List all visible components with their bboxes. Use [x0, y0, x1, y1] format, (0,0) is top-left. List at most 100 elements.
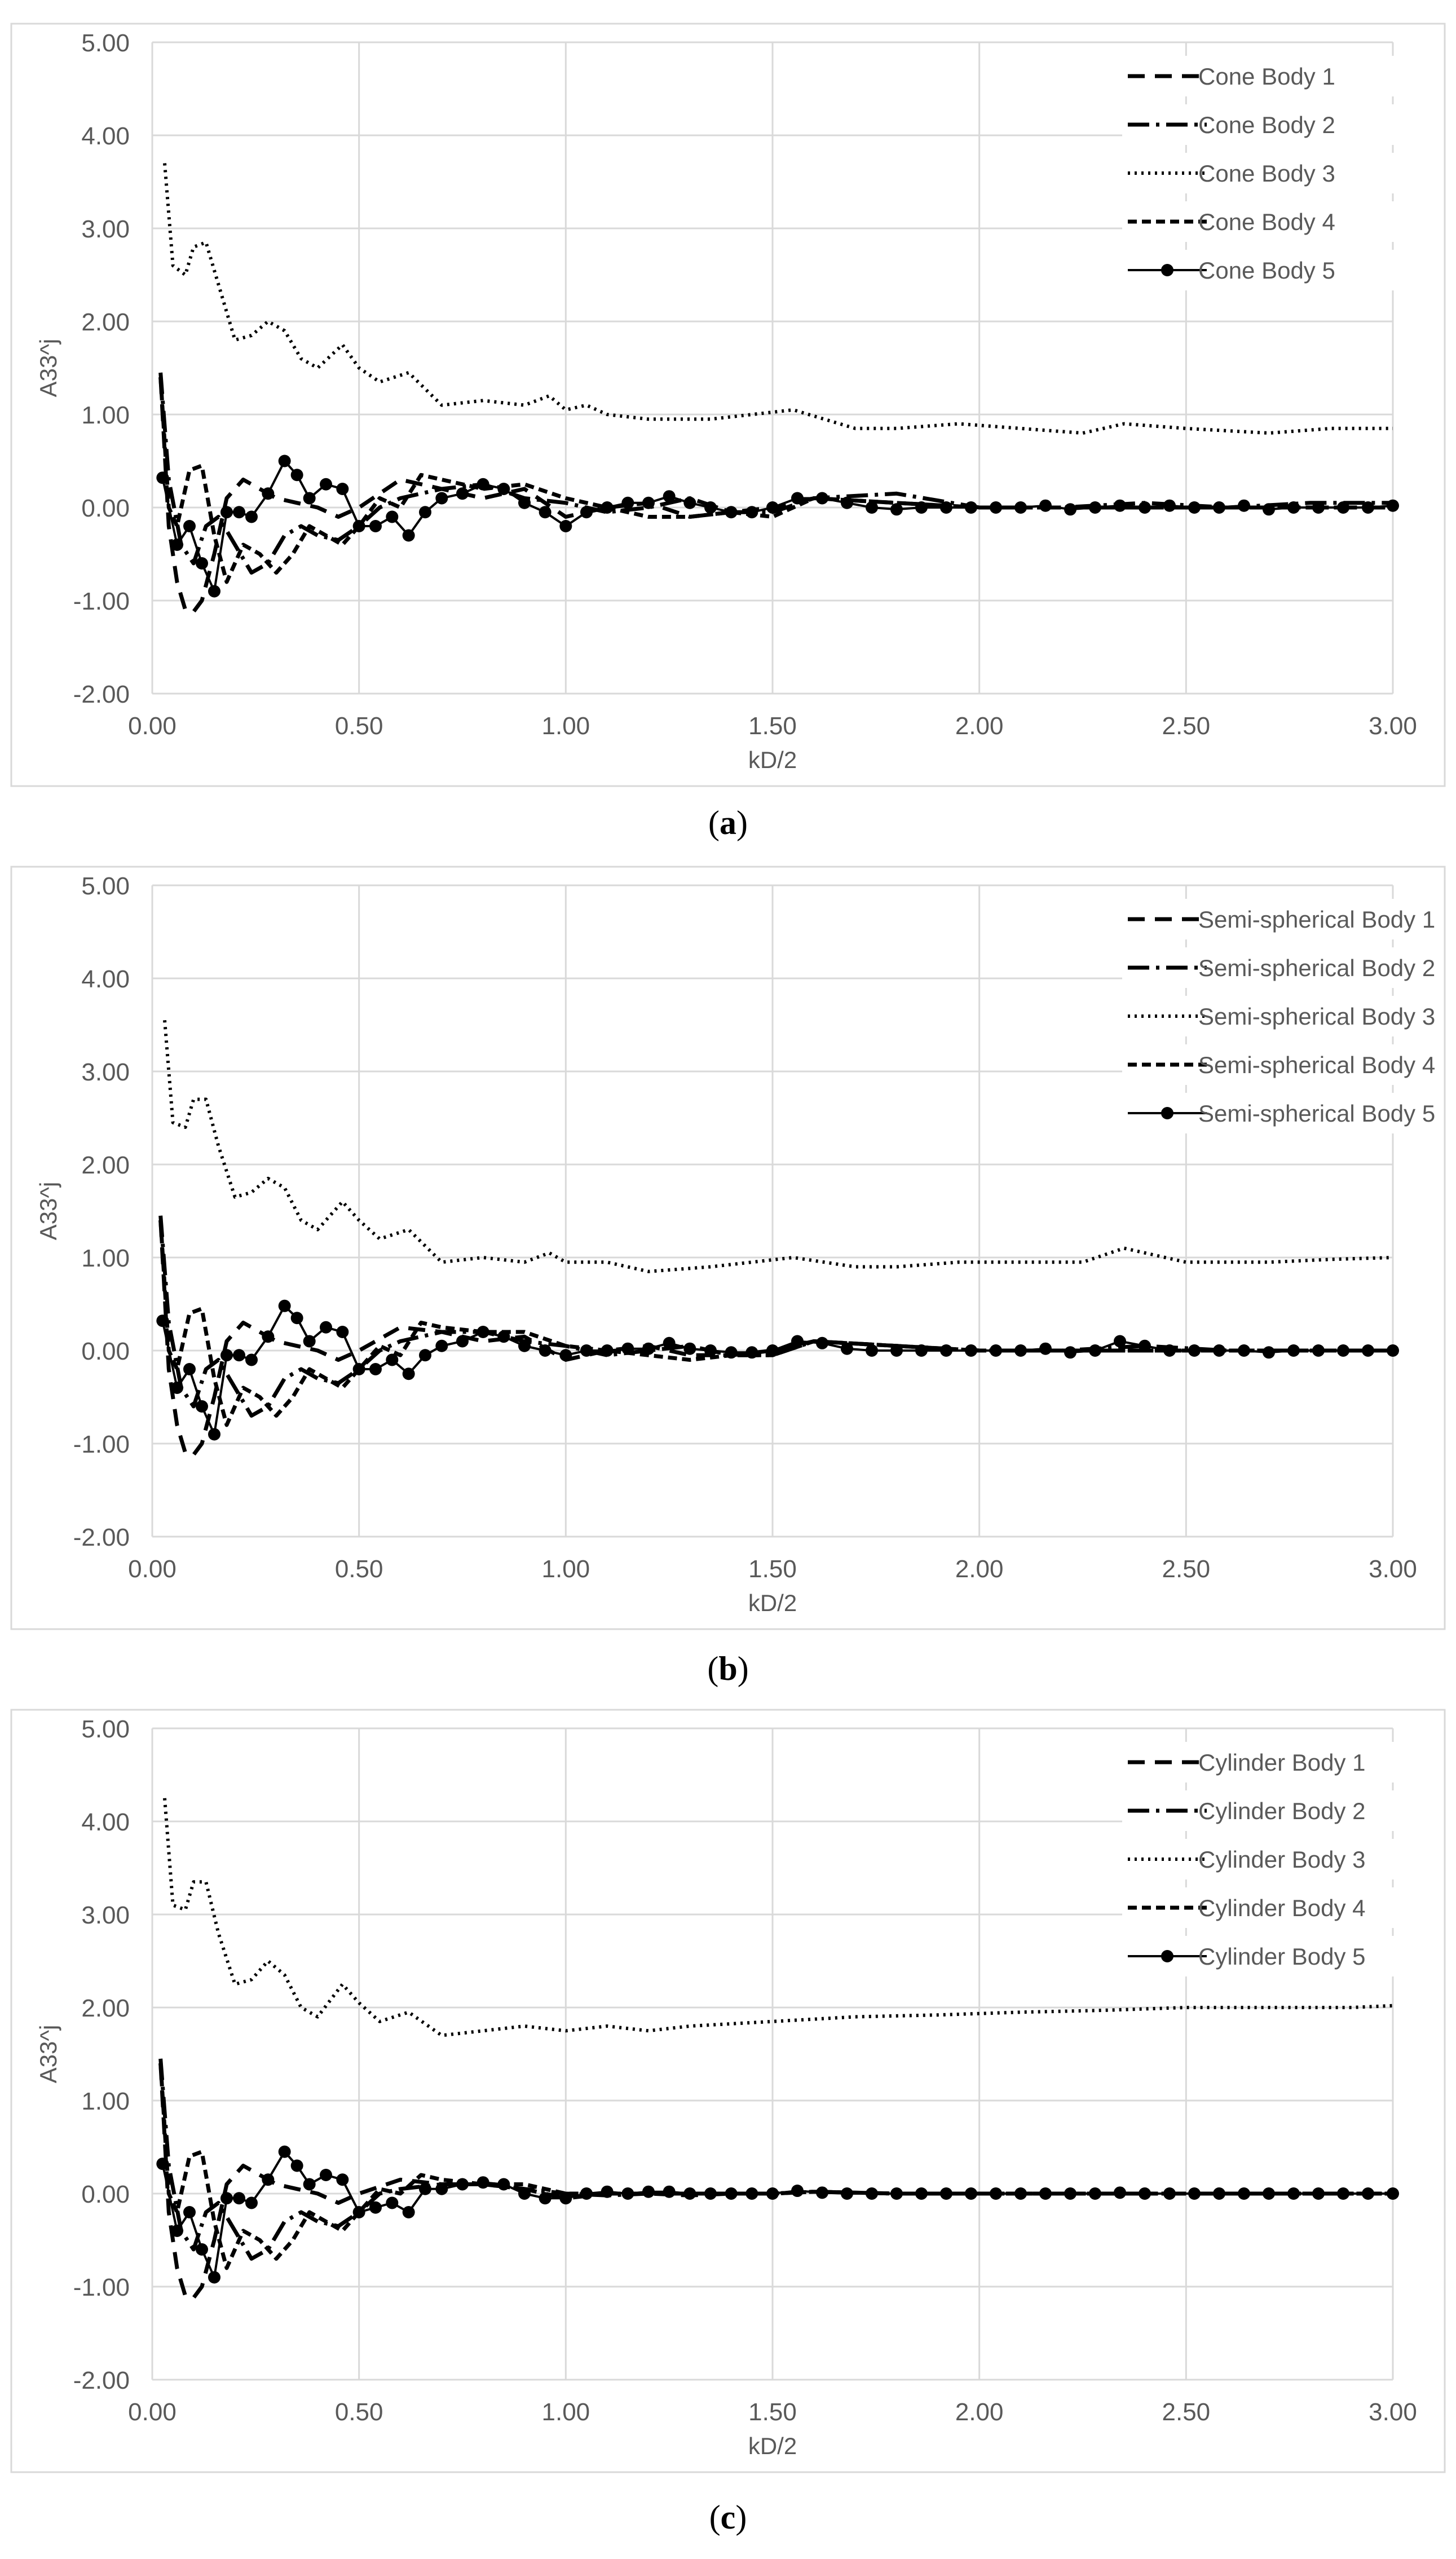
series-marker-5 [601, 501, 614, 514]
series-marker-5 [1064, 503, 1076, 516]
series-marker-5 [539, 2192, 551, 2205]
series-marker-5 [402, 529, 415, 542]
x-tick-label: 1.00 [542, 712, 590, 740]
chart-frame [10, 23, 1446, 787]
series-marker-5 [1287, 2187, 1300, 2200]
series-marker-5 [601, 2185, 614, 2198]
series-marker-5 [290, 1312, 303, 1325]
series-marker-5 [725, 2187, 738, 2200]
series-marker-5 [497, 1330, 510, 1343]
series-marker-5 [816, 1336, 828, 1349]
y-tick-label: 5.00 [81, 1715, 130, 1743]
series-marker-5 [352, 1363, 365, 1375]
series-marker-5 [208, 1428, 220, 1441]
series-marker-5 [841, 496, 853, 509]
series-marker-5 [476, 1326, 489, 1338]
chart-frame [10, 1709, 1446, 2473]
series-marker-5 [1263, 503, 1275, 516]
series-marker-5 [841, 1342, 853, 1355]
x-tick-label: 0.50 [335, 1555, 383, 1583]
legend-item-bg [1122, 1742, 1421, 1783]
series-marker-5 [1114, 1335, 1126, 1348]
series-marker-5 [1337, 2187, 1349, 2200]
series-marker-5 [156, 471, 169, 484]
series-marker-5 [990, 501, 1002, 514]
series-marker-5 [456, 2178, 469, 2191]
series-marker-5 [1263, 1346, 1275, 1359]
series-marker-5 [766, 1344, 779, 1357]
legend-item-bg [1122, 996, 1421, 1036]
caption-a: (a) [708, 804, 748, 841]
x-tick-label: 1.50 [748, 712, 797, 740]
series-marker-5 [196, 557, 208, 570]
series-marker-5 [580, 2187, 593, 2200]
series-marker-5 [1387, 1344, 1399, 1357]
series-marker-5 [1188, 501, 1201, 514]
series-marker-5 [816, 2186, 828, 2199]
series-marker-5 [262, 2173, 275, 2186]
series-marker-5 [559, 520, 572, 532]
series-marker-5 [1139, 2187, 1151, 2200]
series-marker-5 [965, 2187, 977, 2200]
legend-marker-5 [1161, 1107, 1173, 1119]
series-marker-5 [965, 501, 977, 514]
legend-label-4: Cylinder Body 4 [1198, 1895, 1365, 1921]
series-marker-5 [290, 469, 303, 482]
legend-item-bg [1122, 153, 1421, 193]
series-marker-5 [419, 1349, 431, 1362]
series-marker-5 [890, 1344, 903, 1357]
y-tick-label: 0.00 [81, 1338, 130, 1365]
y-tick-label: -1.00 [73, 1431, 130, 1458]
series-marker-5 [1163, 1344, 1176, 1357]
series-marker-5 [278, 455, 291, 467]
legend-label-2: Semi-spherical Body 2 [1198, 955, 1435, 981]
series-marker-5 [704, 501, 717, 514]
legend-item-bg [1122, 1839, 1421, 1879]
legend-label-2: Cone Body 2 [1198, 112, 1335, 138]
series-marker-5 [303, 492, 316, 505]
series-marker-5 [1362, 501, 1374, 514]
series-marker-5 [518, 2187, 531, 2200]
series-marker-5 [1139, 501, 1151, 514]
series-marker-5 [171, 2225, 183, 2237]
series-marker-5 [745, 1346, 758, 1359]
series-marker-5 [1039, 1342, 1052, 1355]
x-tick-label: 3.00 [1369, 1555, 1417, 1583]
series-marker-5 [303, 2178, 316, 2191]
y-tick-label: 1.00 [81, 2088, 130, 2115]
series-marker-5 [1014, 1344, 1027, 1357]
x-tick-label: 3.00 [1369, 712, 1417, 740]
series-marker-5 [456, 1335, 469, 1348]
series-marker-5 [1238, 1344, 1250, 1357]
series-marker-5 [580, 1344, 593, 1357]
series-marker-5 [156, 2157, 169, 2170]
series-marker-5 [990, 2187, 1002, 2200]
series-marker-5 [663, 1336, 676, 1349]
x-tick-label: 1.50 [748, 2398, 797, 2426]
series-marker-5 [245, 510, 258, 523]
series-marker-5 [791, 1335, 804, 1348]
x-tick-label: 1.50 [748, 1555, 797, 1583]
series-marker-5 [1114, 2186, 1126, 2199]
x-tick-label: 1.00 [542, 1555, 590, 1583]
series-marker-5 [171, 539, 183, 551]
chart-b: -2.00 -1.00 0.00 1.00 2.00 3.00 4.00 5.00 0.00 0.… [10, 866, 1446, 1630]
legend-label-3: Cone Body 3 [1198, 160, 1335, 187]
legend-label-5: Semi-spherical Body 5 [1198, 1100, 1435, 1127]
x-tick-label: 2.00 [955, 1555, 1004, 1583]
y-tick-label: 3.00 [81, 1058, 130, 1086]
series-marker-5 [816, 492, 828, 505]
series-marker-5 [1089, 501, 1101, 514]
series-marker-5 [915, 1344, 928, 1357]
series-marker-5 [1114, 499, 1126, 512]
series-marker-5 [369, 520, 382, 532]
series-marker-5 [791, 2185, 804, 2198]
series-marker-5 [419, 506, 431, 519]
x-tick-label: 0.00 [128, 1555, 177, 1583]
series-marker-5 [220, 506, 233, 519]
series-marker-5 [1213, 2187, 1225, 2200]
chart-panel-b: -2.00 -1.00 0.00 1.00 2.00 3.00 4.00 5.00 0.00 0.… [0, 866, 1456, 1633]
series-marker-5 [866, 501, 878, 514]
series-marker-5 [1089, 1344, 1101, 1357]
series-marker-5 [369, 1363, 382, 1375]
